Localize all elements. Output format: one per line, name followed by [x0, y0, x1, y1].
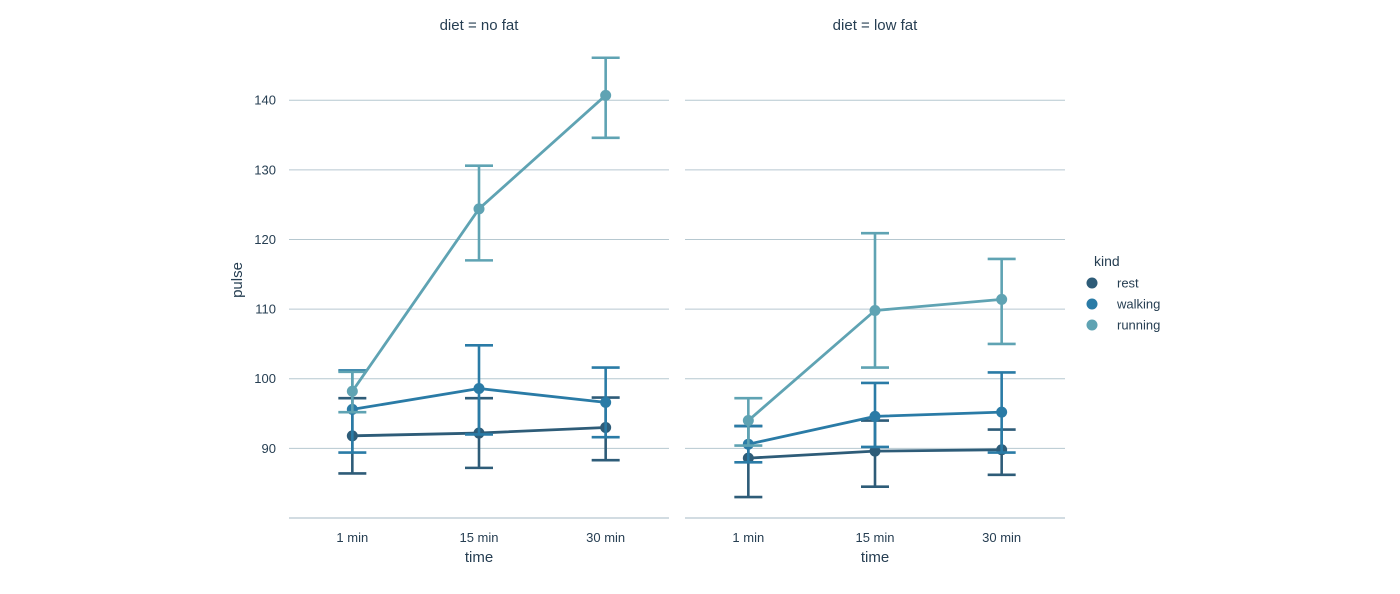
- data-point: [869, 410, 881, 422]
- x-tick-label: 15 min: [855, 530, 894, 545]
- x-tick-label: 15 min: [459, 530, 498, 545]
- y-tick-label: 120: [254, 232, 276, 247]
- y-axis-label: pulse: [229, 262, 246, 298]
- panel-title: diet = low fat: [833, 17, 918, 34]
- data-point: [473, 203, 485, 215]
- y-tick-label: 100: [254, 371, 276, 386]
- legend-marker-walking: [1086, 298, 1098, 310]
- y-tick-label: 140: [254, 93, 276, 108]
- data-point: [473, 382, 485, 394]
- y-axis-label-group: pulse: [229, 262, 246, 298]
- legend-title: kind: [1094, 253, 1120, 269]
- x-axis-label: time: [465, 549, 493, 566]
- y-tick-label: 110: [255, 302, 276, 317]
- x-tick-label: 1 min: [336, 530, 368, 545]
- data-point: [600, 89, 612, 101]
- data-point: [996, 406, 1008, 418]
- series-walking: [734, 371, 1016, 464]
- panel-no-fat: diet = no fat 90 100 110 120 130 140 1 min 15 mi…: [254, 17, 669, 566]
- series-running: [338, 56, 620, 414]
- legend-label-walking: walking: [1116, 297, 1160, 312]
- panel-low-fat: diet = low fat 1 min 15 min 30 min time: [685, 17, 1065, 566]
- x-tick-label: 30 min: [586, 530, 625, 545]
- legend-marker-rest: [1086, 277, 1098, 289]
- y-tick-label: 90: [262, 441, 276, 456]
- legend: kind rest walking running: [1086, 253, 1160, 333]
- data-point: [869, 305, 881, 317]
- x-tick-label: 1 min: [732, 530, 764, 545]
- legend-marker-running: [1086, 319, 1098, 331]
- x-tick-label: 30 min: [982, 530, 1021, 545]
- x-axis-label: time: [861, 549, 889, 566]
- data-point: [869, 445, 881, 457]
- series-running: [734, 231, 1016, 447]
- data-point: [742, 415, 754, 427]
- panel-title: diet = no fat: [440, 17, 520, 34]
- y-tick-label: 130: [254, 162, 276, 177]
- data-point: [996, 293, 1008, 305]
- data-point: [346, 385, 358, 397]
- data-point: [600, 396, 612, 408]
- legend-label-rest: rest: [1117, 276, 1139, 291]
- legend-label-running: running: [1117, 318, 1160, 333]
